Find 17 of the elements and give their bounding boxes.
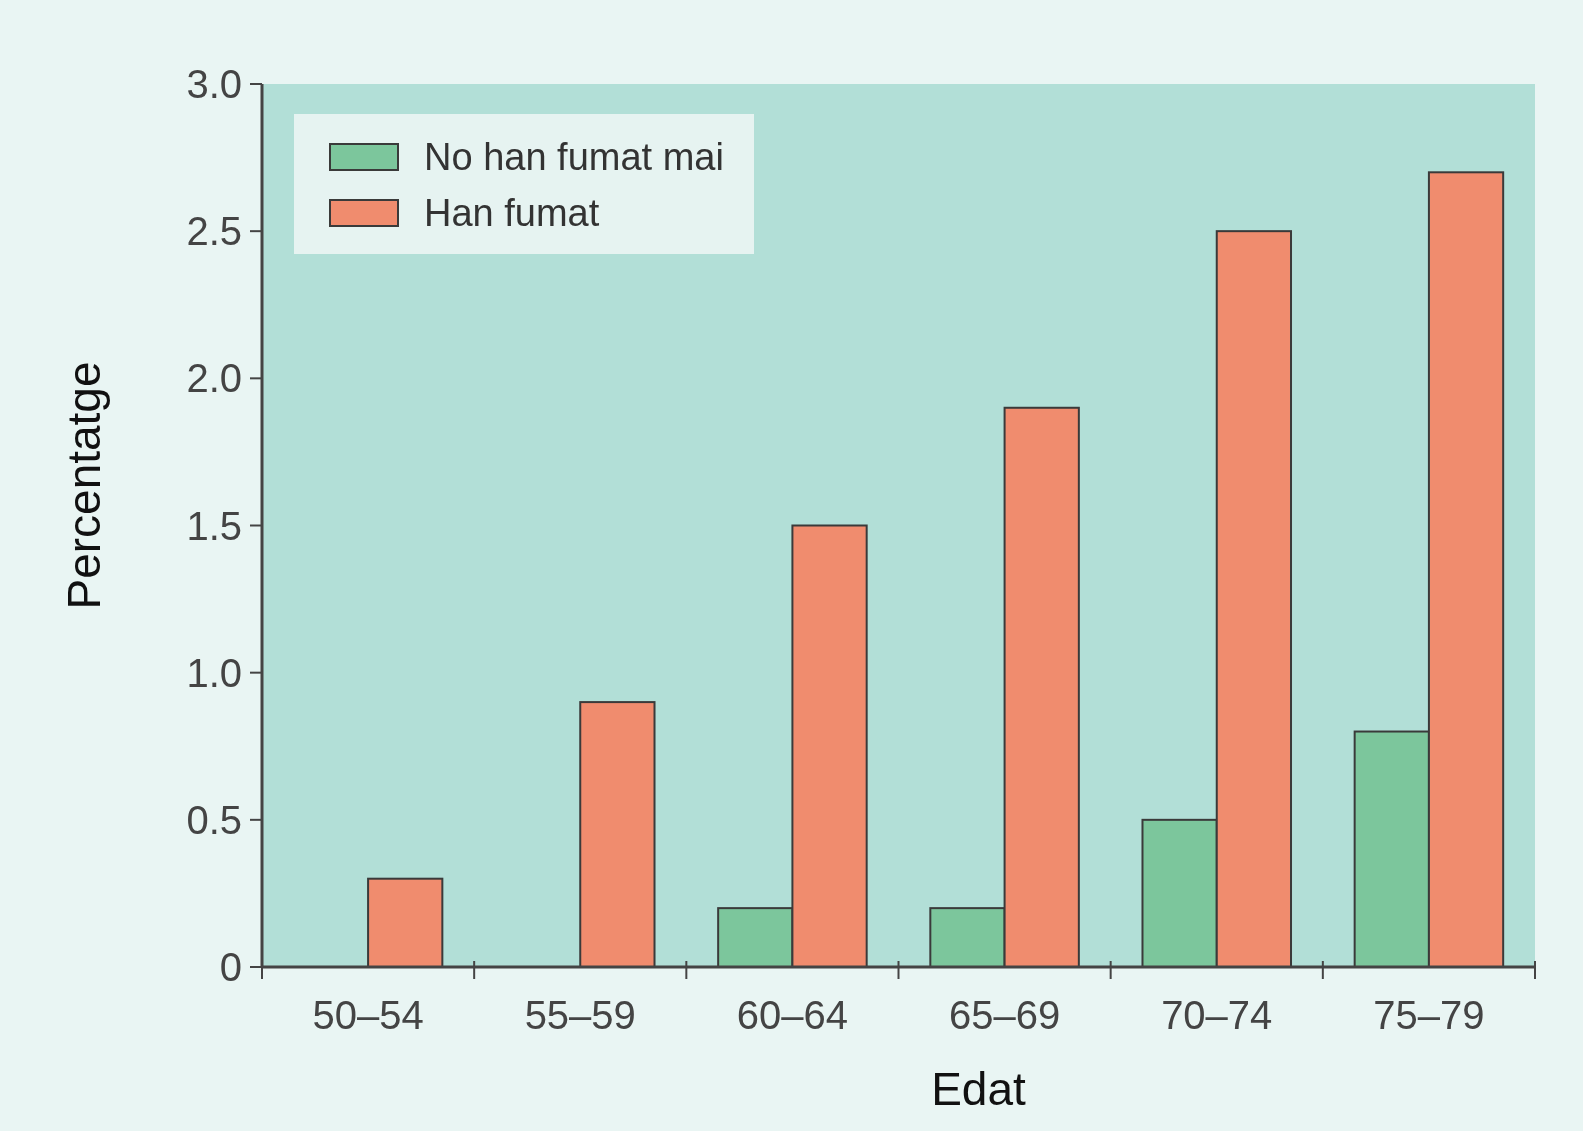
x-tick-label: 50–54: [312, 993, 424, 1037]
x-tick-label: 65–69: [948, 993, 1061, 1037]
y-tick-label: 1.0: [186, 650, 242, 695]
y-tick-label: 2.0: [186, 356, 242, 401]
x-tick-label: 70–74: [1161, 993, 1273, 1037]
x-tick-label: 75–79: [1373, 993, 1485, 1037]
legend-label: Han fumat: [424, 192, 600, 235]
legend-label: No han fumat mai: [424, 136, 724, 179]
y-tick-label: 3.0: [186, 62, 242, 106]
y-tick-label: 0.5: [186, 797, 242, 842]
y-tick-label: 0: [219, 945, 242, 989]
x-tick-label: 60–64: [736, 993, 849, 1037]
y-tick-label: 1.5: [186, 503, 242, 548]
x-tick-label: 55–59: [524, 993, 636, 1037]
x-axis-title: Edat: [931, 1063, 1027, 1115]
y-tick-label: 2.5: [186, 209, 242, 254]
y-axis-title: Percentatge: [58, 361, 110, 610]
